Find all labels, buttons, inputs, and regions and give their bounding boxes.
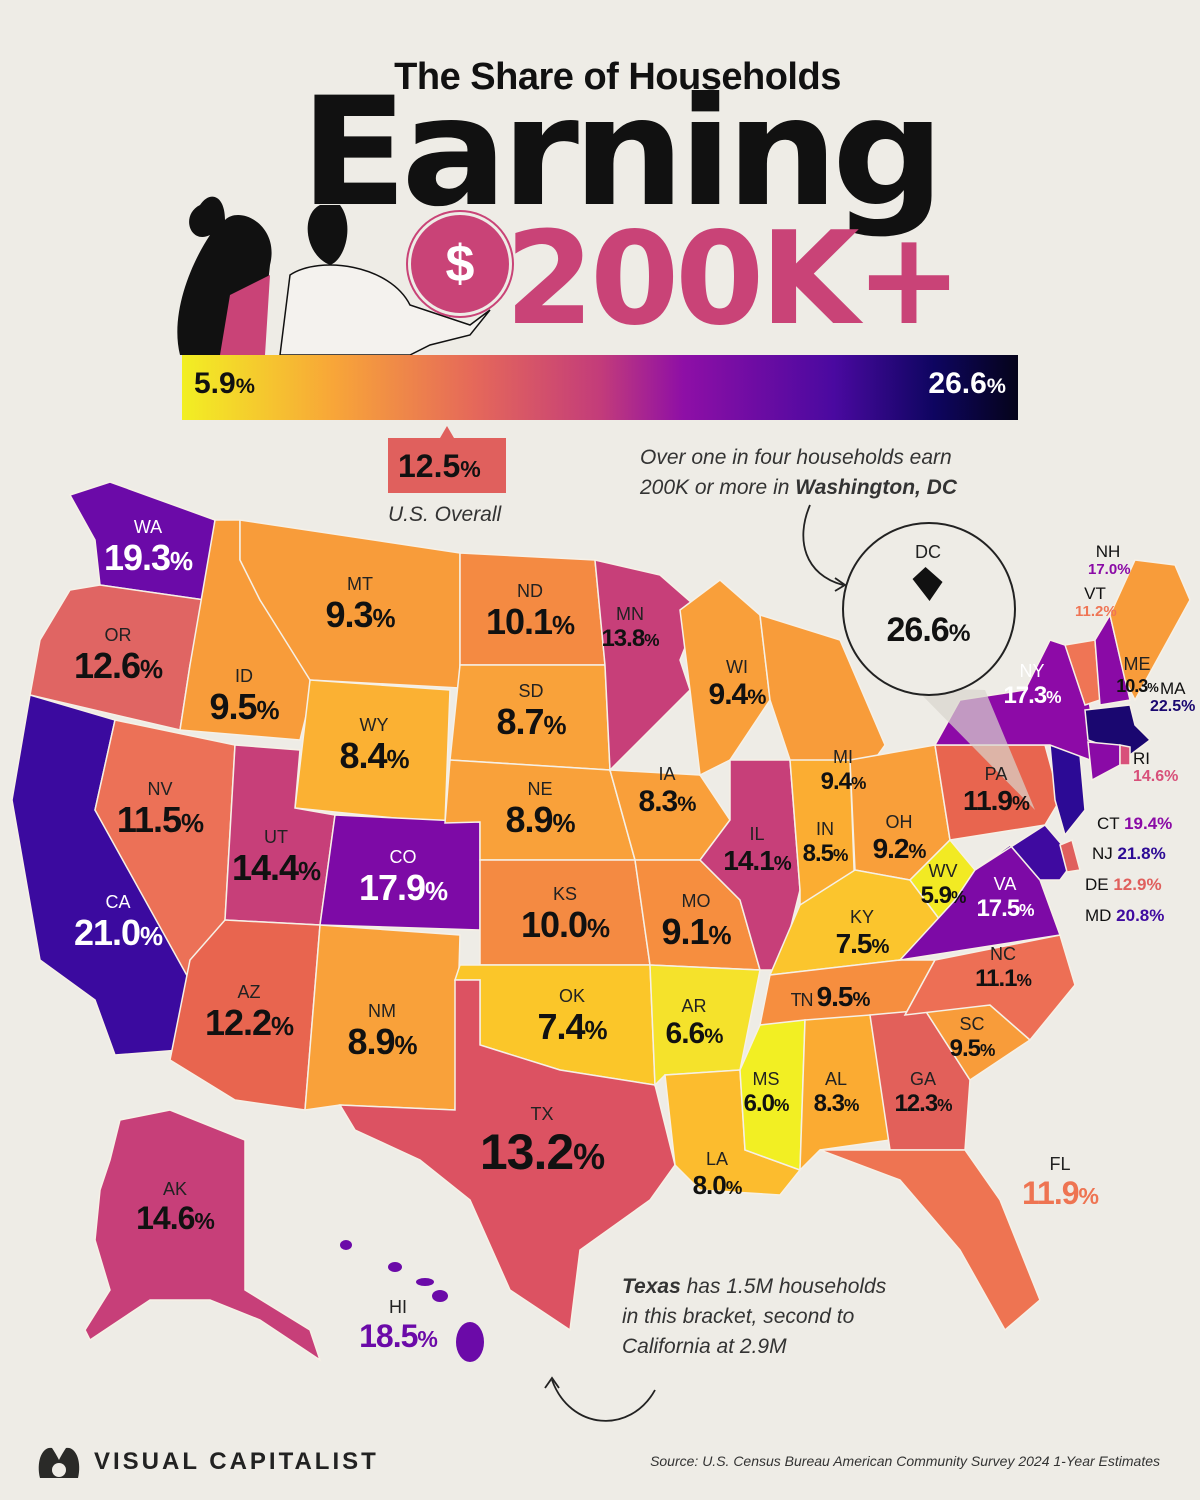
label-NE: NE 8.9% — [505, 779, 575, 840]
label-MS: MS 6.0% — [743, 1069, 790, 1117]
label-MO: MO 9.1% — [661, 891, 731, 952]
scale-min-label: 5.9% — [194, 367, 255, 400]
state-FL — [819, 1149, 1041, 1332]
label-SC: SC 9.5% — [949, 1014, 996, 1062]
label-IN: IN 8.5% — [802, 819, 849, 867]
state-TX — [338, 979, 676, 1332]
label-ND: ND 10.1% — [485, 581, 575, 642]
label-SD: SD 8.7% — [496, 681, 566, 742]
label-OH: OH 9.2% — [872, 812, 927, 864]
label-NY: NY 17.3% — [1003, 661, 1061, 709]
label-CA: CA 21.0% — [73, 892, 163, 953]
label-DE: DE 12.9% — [1085, 875, 1162, 894]
label-AL: AL 8.3% — [813, 1069, 860, 1117]
state-HI — [340, 1240, 484, 1362]
label-CT: CT 19.4% — [1097, 814, 1173, 833]
label-NJ: NJ 21.8% — [1092, 844, 1166, 863]
label-MD: MD 20.8% — [1085, 906, 1165, 925]
label-NM: NM 8.9% — [347, 1001, 417, 1062]
state-MD — [974, 824, 1076, 881]
label-OK: OK 7.4% — [537, 986, 607, 1047]
label-ME: ME 10.3% — [1116, 654, 1159, 696]
dc-shape-icon — [912, 567, 943, 601]
label-PA: PA 11.9% — [963, 764, 1030, 816]
label-MN: MN 13.8% — [601, 604, 659, 652]
label-KY: KY 7.5% — [835, 907, 890, 959]
label-NC: NC 11.1% — [975, 944, 1032, 992]
label-FL: FL 11.9% — [1022, 1154, 1099, 1211]
dc-label: DC 26.6% — [886, 542, 971, 649]
people-illustration-icon — [177, 196, 491, 355]
label-HI: HI 18.5% — [359, 1297, 438, 1354]
texas-arrow-icon — [544, 1376, 656, 1422]
us-overall-label: U.S. Overall — [388, 503, 502, 526]
label-IA: IA 8.3% — [638, 764, 697, 818]
label-RI: RI 14.6% — [1133, 749, 1179, 785]
vc-logo-icon — [38, 1447, 80, 1478]
label-WI: WI 9.4% — [708, 657, 767, 711]
state-MN — [594, 559, 701, 772]
state-WI — [679, 579, 771, 777]
visual-capitalist-logo: VISUAL CAPITALIST — [36, 1442, 379, 1482]
subtitle: The Share of Households — [394, 56, 841, 98]
label-IL: IL 14.1% — [723, 824, 791, 876]
label-MT: MT 9.3% — [325, 574, 395, 635]
label-CO: CO 17.9% — [358, 847, 448, 908]
label-WV: WV 5.9% — [920, 861, 967, 909]
source-note: Source: U.S. Census Bureau American Comm… — [650, 1453, 1160, 1469]
brand-name: VISUAL CAPITALIST — [94, 1448, 379, 1475]
label-GA: GA 12.3% — [894, 1069, 952, 1117]
label-NV: NV 11.5% — [116, 779, 204, 840]
dollar-symbol: $ — [445, 235, 475, 293]
scale-max-label: 26.6% — [928, 367, 1006, 400]
label-TN: TN 9.5% — [790, 981, 871, 1012]
texas-annotation: Texas has 1.5M households in this bracke… — [622, 1275, 887, 1358]
label-LA: LA 8.0% — [692, 1149, 743, 1200]
dc-callout — [842, 522, 1016, 696]
state-NJ — [1049, 743, 1086, 837]
label-MA: MA 22.5% — [1150, 679, 1196, 715]
label-AR: AR 6.6% — [665, 996, 724, 1050]
label-NH: NH 17.0% — [1088, 542, 1131, 578]
label-KS: KS 10.0% — [520, 884, 610, 945]
label-VA: VA 17.5% — [976, 874, 1034, 922]
state-AL — [799, 1014, 891, 1172]
label-WA: WA 19.3% — [103, 517, 193, 578]
color-scale-legend: 5.9% 26.6% — [182, 355, 1018, 420]
state-MS — [739, 1019, 806, 1172]
state-ME — [1109, 559, 1191, 702]
label-AZ: AZ 12.2% — [204, 982, 294, 1043]
label-VT: VT 11.2% — [1075, 584, 1117, 620]
label-AK: AK 14.6% — [136, 1179, 215, 1236]
title-earning: Earning — [300, 66, 945, 240]
label-MI: MI 9.4% — [820, 747, 867, 795]
label-OR: OR 12.6% — [73, 625, 163, 686]
label-TX: TX 13.2% — [479, 1104, 605, 1180]
state-DE — [1059, 838, 1081, 873]
state-NH — [1094, 613, 1131, 706]
label-ID: ID 9.5% — [209, 666, 279, 727]
dc-annotation: Over one in four households earn 200K or… — [640, 446, 958, 499]
label-WY: WY 8.4% — [339, 715, 409, 776]
dollar-coin-icon: $ — [408, 212, 512, 316]
us-overall-marker: 12.5% — [388, 426, 506, 493]
title-amount: 200K+ — [505, 205, 963, 354]
state-CT — [1087, 741, 1121, 782]
label-UT: UT 14.4% — [231, 827, 321, 888]
us-overall-value: 12.5% — [398, 448, 481, 484]
state-RI — [1119, 744, 1131, 766]
state-AK — [84, 1109, 322, 1362]
